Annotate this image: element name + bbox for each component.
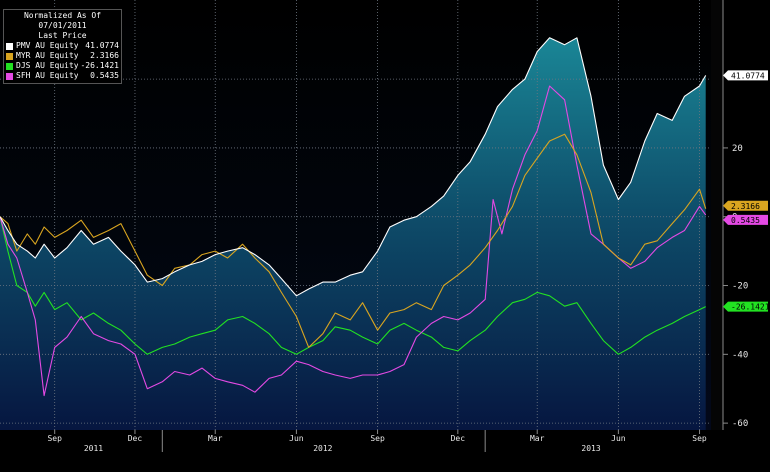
legend-label-myr: MYR AU Equity <box>16 51 78 60</box>
year-label: 2013 <box>581 444 600 453</box>
legend-value-myr: 2.3166 <box>90 51 119 60</box>
y-tick-label: -40 <box>732 350 748 360</box>
legend-item-sfh: SFH AU Equity 0.5435 <box>6 71 119 81</box>
x-tick-label: Sep <box>692 434 707 443</box>
tag-label: 41.0774 <box>731 71 765 80</box>
year-label: 2011 <box>84 444 103 453</box>
legend-swatch-myr <box>6 52 13 60</box>
last-price-tag-sfh: 0.5435 <box>723 214 768 225</box>
tag-shape <box>723 200 768 211</box>
legend-label-djs: DJS AU Equity <box>16 61 78 70</box>
year-label: 2012 <box>313 444 332 453</box>
series-line-djs <box>0 216 706 355</box>
y-tick-label: -60 <box>732 419 748 429</box>
tag-label: -26.1421 <box>731 303 770 312</box>
legend-value-sfh: 0.5435 <box>90 71 119 80</box>
series-lines <box>0 37 707 397</box>
series-line-sfh <box>0 85 707 397</box>
y-tick-label: 20 <box>732 144 743 154</box>
x-axis-area <box>0 430 723 454</box>
x-tick-label: Sep <box>370 434 385 443</box>
legend-item-djs: DJS AU Equity -26.1421 <box>6 61 119 71</box>
legend-swatch-sfh <box>6 72 13 80</box>
legend-item-myr: MYR AU Equity 2.3166 <box>6 51 119 61</box>
price-strip <box>711 0 723 430</box>
legend-label-pmv: PMV AU Equity <box>16 41 78 50</box>
tag-shape <box>723 301 768 312</box>
legend-swatch-djs <box>6 62 13 70</box>
legend: Normalized As Of 07/01/2011 Last Price P… <box>3 9 122 84</box>
last-price-tags: 41.0774 2.3166 -26.1421 0.5435 <box>723 70 770 312</box>
last-price-tag-myr: 2.3166 <box>723 200 768 211</box>
legend-value-djs: -26.1421 <box>80 61 119 70</box>
legend-item-pmv: PMV AU Equity 41.0774 <box>6 41 119 51</box>
legend-swatch-pmv <box>6 42 13 50</box>
x-tick-label: Dec <box>451 434 466 443</box>
x-axis: Sep Dec Mar Jun Sep Dec Mar Jun Sep 2011 2012 2013 <box>47 430 707 453</box>
x-tick-label: Mar <box>208 434 223 443</box>
legend-title: Normalized As Of 07/01/2011 <box>23 11 102 30</box>
pmv-area-fill <box>0 37 706 431</box>
y-tick-label: -20 <box>732 282 748 292</box>
x-tick-label: Mar <box>530 434 545 443</box>
tag-label: 0.5435 <box>731 216 760 225</box>
last-price-tag-djs: -26.1421 <box>723 301 770 312</box>
x-tick-label: Jun <box>611 434 626 443</box>
series-line-pmv <box>0 37 707 297</box>
x-tick-label: Sep <box>47 434 62 443</box>
tag-shape <box>723 214 768 225</box>
x-tick-label: Dec <box>128 434 143 443</box>
legend-label-sfh: SFH AU Equity <box>16 71 78 80</box>
last-price-tag-pmv: 41.0774 <box>723 70 768 81</box>
tag-label: 2.3166 <box>731 202 760 211</box>
x-tick-label: Jun <box>289 434 304 443</box>
series-line-myr <box>0 133 707 348</box>
tag-shape <box>723 70 768 81</box>
legend-subtitle: Last Price <box>38 31 87 40</box>
legend-value-pmv: 41.0774 <box>85 41 119 50</box>
y-axis: 200-20-40-60 <box>723 144 748 429</box>
